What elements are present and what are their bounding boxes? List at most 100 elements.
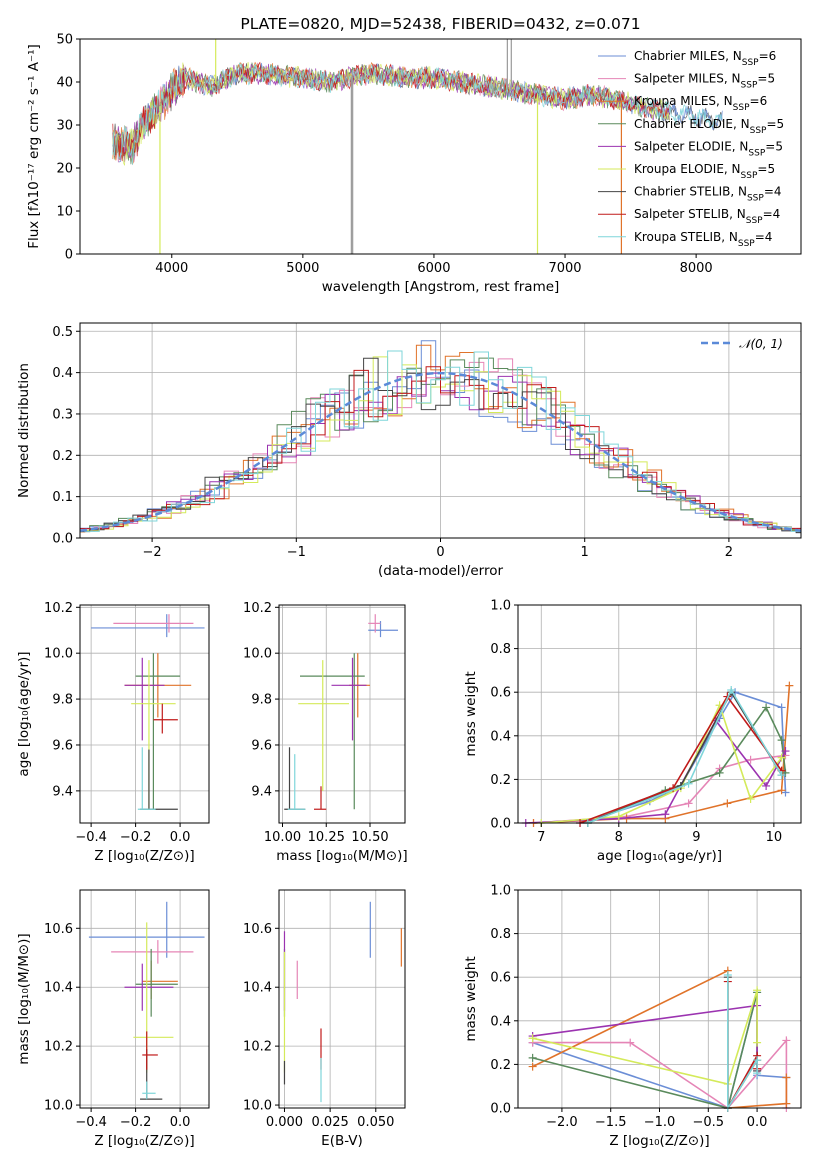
- mass-weight-marker: [626, 1038, 635, 1047]
- y-tick-label: 0.0: [490, 817, 511, 832]
- x-axis-label: age [log₁₀(age/yr)]: [597, 848, 722, 864]
- x-tick-label: 4000: [155, 261, 188, 276]
- histogram-step: [80, 357, 801, 533]
- mass_weight_vs_age-chart: 7 8 9 10 0.0 0.2 0.4 0.6 0.8 1.0 age [log₁₀(age/yr…: [463, 599, 802, 864]
- x-axis-label: mass [log₁₀(M/M⊙)]: [276, 848, 407, 864]
- axes-frame: [79, 889, 210, 1109]
- mass-weight-marker: [723, 799, 732, 808]
- mass_vs_EBV-chart: 0.000 0.025 0.050 10.0 10.2 10.4 10.6 E(B-V): [243, 889, 406, 1149]
- mass-weight-line: [532, 990, 758, 1085]
- y-tick-label: 20: [56, 162, 73, 177]
- x-tick-label: −2.0: [546, 1115, 578, 1130]
- mass-weight-marker: [723, 971, 732, 980]
- y-tick-label: 9.4: [52, 784, 73, 799]
- x-tick-label: 0.0: [747, 1115, 768, 1130]
- y-tick-label: 10.0: [44, 1099, 73, 1114]
- y-tick-label: 30: [56, 119, 73, 134]
- mass-weight-marker: [753, 986, 762, 995]
- y-tick-label: 0.4: [490, 729, 511, 744]
- gaussian-curve: [79, 371, 802, 533]
- x-axis-label: (data-model)/error: [378, 563, 504, 579]
- x-tick-label: −0.4: [75, 830, 107, 845]
- y-tick-label: 9.6: [52, 738, 73, 753]
- x-tick-label: −1.0: [644, 1115, 676, 1130]
- axes-frame: [278, 604, 406, 824]
- mass-weight-line: [532, 1004, 758, 1071]
- y-tick-label: 10.2: [243, 1040, 272, 1055]
- legend-label: Chabrier STELIB, NSSP=4: [634, 185, 782, 204]
- y-axis-label: mass weight: [463, 956, 479, 1041]
- mass-weight-marker: [715, 768, 724, 777]
- x-tick-label: −0.5: [693, 1115, 725, 1130]
- legend-label: Salpeter STELIB, NSSP=4: [634, 207, 780, 226]
- axes-frame: [79, 604, 210, 824]
- mass-weight-marker: [777, 786, 786, 795]
- y-tick-label: 10.0: [243, 647, 272, 662]
- legend-label: Kroupa STELIB, NSSP=4: [634, 230, 772, 249]
- y-tick-label: 10.0: [243, 1099, 272, 1114]
- y-tick-label: 10.0: [44, 647, 73, 662]
- mass-weight-marker: [614, 812, 623, 821]
- x-tick-label: 10.25: [308, 830, 345, 845]
- mass-weight-marker: [782, 1099, 791, 1108]
- y-tick-label: 0.1: [52, 490, 73, 505]
- y-tick-label: 0.2: [490, 773, 511, 788]
- x-tick-label: 7000: [548, 261, 581, 276]
- mass-weight-marker: [781, 788, 790, 797]
- x-axis-label: Z [log₁₀(Z/Z⊙)]: [94, 1133, 194, 1149]
- spectrum-chart: PLATE=0820, MJD=52438, FIBERID=0432, z=0…: [26, 15, 802, 295]
- x-tick-label: 8: [615, 830, 623, 845]
- x-tick-label: 7: [537, 830, 545, 845]
- y-tick-label: 0.6: [490, 686, 511, 701]
- x-tick-label: −0.4: [75, 1115, 107, 1130]
- mass-weight-marker: [782, 1073, 791, 1082]
- y-tick-label: 0.4: [490, 1014, 511, 1029]
- mass-weight-marker: [753, 1056, 762, 1065]
- y-axis-label: mass weight: [463, 671, 479, 756]
- y-tick-label: 10.6: [243, 922, 272, 937]
- mass-weight-marker: [753, 1069, 762, 1078]
- mass-weight-marker: [528, 1034, 537, 1043]
- y-tick-label: 10.4: [44, 981, 73, 996]
- legend-label: Salpeter ELODIE, NSSP=5: [634, 139, 783, 158]
- y-tick-label: 0.5: [52, 325, 73, 340]
- legend-label: Chabrier MILES, NSSP=6: [634, 49, 776, 68]
- x-tick-label: −0.2: [120, 1115, 152, 1130]
- y-tick-label: 40: [56, 76, 73, 91]
- x-tick-label: 10: [766, 830, 783, 845]
- y-tick-label: 50: [56, 33, 73, 48]
- y-tick-label: 9.4: [251, 784, 272, 799]
- x-tick-label: 10.00: [264, 830, 301, 845]
- y-tick-label: 10.2: [243, 601, 272, 616]
- y-tick-label: 10.6: [44, 922, 73, 937]
- mass-weight-line: [579, 695, 783, 824]
- x-tick-label: 6000: [417, 261, 450, 276]
- y-tick-label: 10: [56, 205, 73, 220]
- y-tick-label: 10.4: [243, 981, 272, 996]
- legend-label: Chabrier ELODIE, NSSP=5: [634, 117, 784, 136]
- y-tick-label: 0.8: [490, 642, 511, 657]
- x-tick-label: 5000: [286, 261, 319, 276]
- legend-label: Salpeter MILES, NSSP=5: [634, 72, 775, 91]
- x-tick-label: −2: [143, 545, 162, 560]
- mass-weight-marker: [746, 755, 755, 764]
- y-axis-label: mass [log₁₀(M/M⊙)]: [16, 933, 32, 1064]
- y-axis-label: Normed distribution: [16, 363, 32, 498]
- legend-label: Kroupa ELODIE, NSSP=5: [634, 162, 775, 181]
- axes-frame: [79, 38, 802, 255]
- x-tick-label: −1.5: [595, 1115, 627, 1130]
- mass-weight-marker: [684, 799, 693, 808]
- x-tick-label: 9: [692, 830, 700, 845]
- residuals-chart: −2 −1 0 1 2 0.0 0.1 0.2 0.3 0.4 0.5 (data-model)/er…: [16, 322, 802, 579]
- x-axis-label: Z [log₁₀(Z/Z⊙)]: [94, 848, 194, 864]
- y-tick-label: 10.2: [44, 601, 73, 616]
- y-tick-label: 9.8: [251, 693, 272, 708]
- y-tick-label: 10.2: [44, 1040, 73, 1055]
- y-tick-label: 1.0: [490, 599, 511, 614]
- y-tick-label: 0.2: [490, 1058, 511, 1073]
- mass-weight-line: [587, 688, 783, 824]
- y-tick-label: 9.6: [251, 738, 272, 753]
- mass-weight-marker: [528, 1062, 537, 1071]
- y-tick-label: 0.0: [52, 532, 73, 547]
